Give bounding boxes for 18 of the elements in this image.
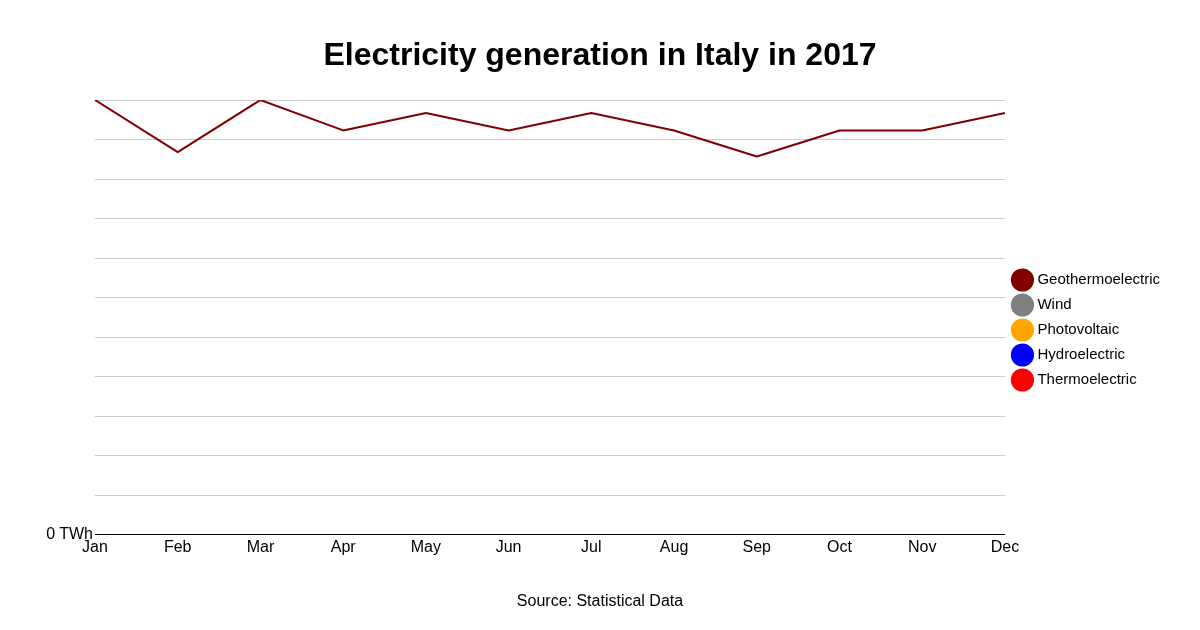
x-tick-label: Aug	[659, 537, 689, 555]
legend-label: Geothermoelectric	[1037, 270, 1161, 288]
x-tick-label: Dec	[990, 537, 1020, 555]
legend-label: Photovoltaic	[1037, 320, 1120, 338]
x-tick-label: Jul	[581, 537, 602, 555]
x-tick-label: Sep	[742, 537, 772, 555]
x-tick-label: May	[410, 537, 442, 555]
source-note: Source: Statistical Data	[515, 592, 685, 610]
x-tick-label: Feb	[163, 537, 192, 555]
x-tick-label: Apr	[330, 537, 357, 555]
legend-label: Wind	[1037, 295, 1072, 313]
x-tick-label: Jun	[495, 537, 522, 555]
x-tick-label: Mar	[246, 537, 275, 555]
legend-label: Thermoelectric	[1037, 370, 1138, 388]
chart-title: Electricity generation in Italy in 2017	[322, 36, 878, 73]
legend-label: Hydroelectric	[1037, 345, 1126, 363]
x-tick-label: Nov	[908, 537, 937, 555]
x-tick-label: Oct	[827, 537, 853, 555]
